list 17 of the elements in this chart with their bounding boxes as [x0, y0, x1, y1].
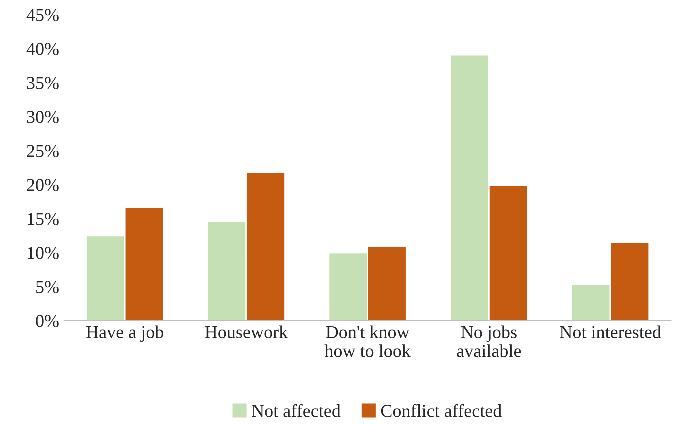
x-tick-label: No jobs available — [457, 326, 522, 358]
x-tick-label: Don't know how to look — [324, 326, 411, 358]
legend-label: Conflict affected — [381, 404, 502, 418]
y-tick-label: 30% — [27, 111, 59, 124]
y-tick-label: 10% — [28, 247, 59, 260]
x-tick-label: Housework — [205, 326, 288, 338]
y-tick-label: 20% — [27, 179, 59, 192]
y-tick-label: 5% — [36, 281, 59, 294]
y-tick-label: 25% — [27, 145, 59, 158]
x-tick-label: Not interested — [560, 326, 662, 338]
legend-label: Not affected — [252, 404, 341, 418]
y-tick-label: 0% — [36, 315, 59, 328]
y-tick-label: 35% — [27, 77, 59, 90]
y-tick-label: 40% — [26, 43, 59, 56]
y-tick-label: 15% — [28, 213, 59, 226]
y-tick-label: 45% — [26, 9, 59, 22]
x-tick-label: Have a job — [86, 326, 164, 342]
